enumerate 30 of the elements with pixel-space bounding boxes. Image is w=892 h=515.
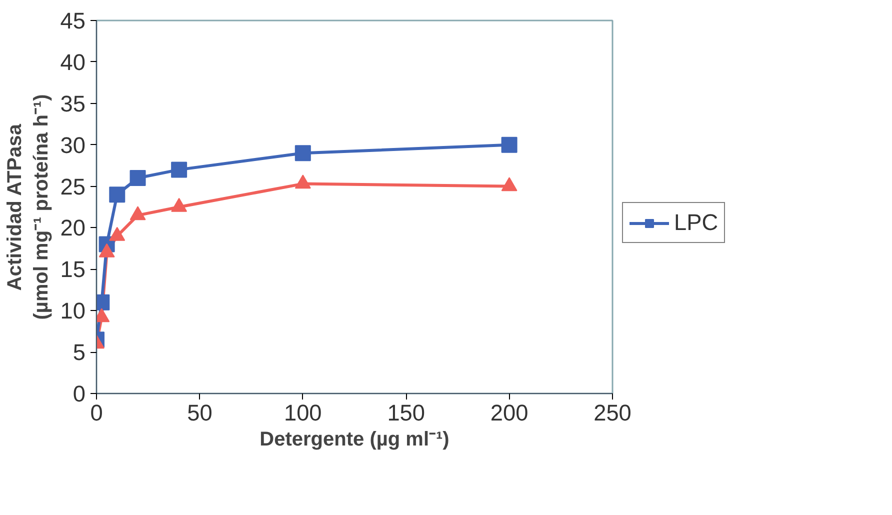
y-axis-title: Actividad ATPasa (µmol mg⁻¹ proteína h⁻¹) xyxy=(4,94,52,320)
point xyxy=(109,186,126,203)
point xyxy=(294,145,311,162)
point xyxy=(130,170,146,186)
point xyxy=(171,198,188,212)
y-tick-label: 0 xyxy=(72,380,86,406)
y-tick-label: 5 xyxy=(72,339,86,366)
x-axis-title: Detergente (µg ml⁻¹) xyxy=(260,428,450,450)
x-tick-label: 200 xyxy=(490,400,528,426)
point xyxy=(109,226,126,241)
x-tick-label: 0 xyxy=(90,400,103,426)
x-tick-label: 50 xyxy=(187,400,212,426)
y-tick-label: 15 xyxy=(60,256,86,282)
x-tick-label: 250 xyxy=(594,400,632,426)
point xyxy=(171,162,188,178)
y-tick-label: 25 xyxy=(60,173,86,200)
point xyxy=(501,177,518,192)
y-tick-label: 20 xyxy=(60,214,86,241)
y-tick-label: 45 xyxy=(60,8,86,34)
point xyxy=(501,136,518,153)
point xyxy=(130,206,146,220)
y-tick-label: 40 xyxy=(60,48,86,75)
y-tick-label: 10 xyxy=(60,298,86,324)
x-tick-label: 100 xyxy=(284,400,322,426)
x-tick-label: 150 xyxy=(387,400,426,426)
point xyxy=(294,174,311,189)
legend-label: LPC xyxy=(674,209,718,236)
y-tick-label: 35 xyxy=(60,90,86,116)
point xyxy=(98,243,115,258)
y-tick-label: 30 xyxy=(60,132,86,158)
